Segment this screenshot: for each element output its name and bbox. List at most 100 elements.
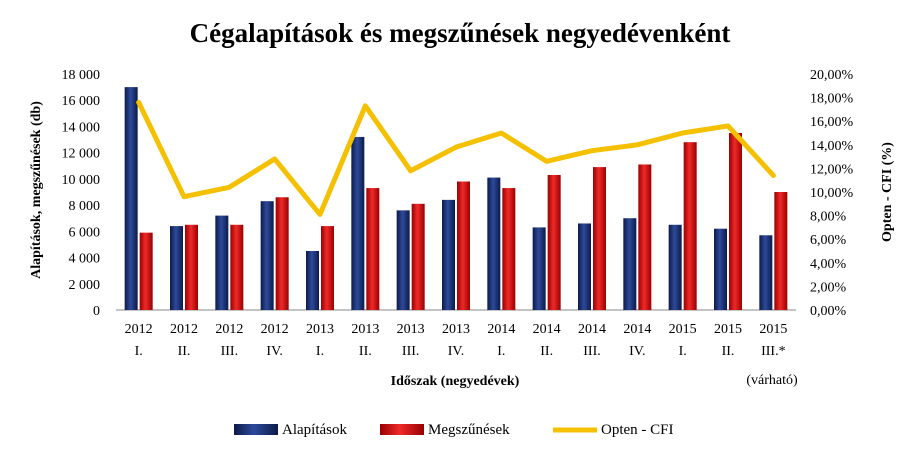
bar-megszunesek <box>729 133 742 310</box>
x-tick-quarter: IV. <box>266 344 282 359</box>
x-tick-quarter: IV. <box>448 344 464 359</box>
y-tick-label: 12 000 <box>62 147 101 162</box>
legend-label-alapitasok: Alapítások <box>282 422 347 438</box>
y-tick-label: 14 000 <box>62 120 101 135</box>
y2-tick-label: 20,00% <box>810 68 854 83</box>
bar-megszunesek <box>230 224 244 310</box>
bars-layer <box>124 87 788 310</box>
bar-alapitasok <box>487 177 501 310</box>
x-tick-quarter: III.* <box>761 344 786 359</box>
x-tick-year: 2012 <box>170 322 198 337</box>
x-tick-year: 2014 <box>623 322 651 337</box>
y-axis-left: 0 2 000 4 000 6 000 8 000 10 000 12 000 14 000 1… <box>62 68 101 319</box>
x-tick-quarter: III. <box>221 344 239 359</box>
legend-item-opten-cfi: Opten - CFI <box>553 422 674 438</box>
bar-megszunesek <box>774 192 788 310</box>
bar-alapitasok <box>215 215 229 310</box>
plot-area <box>116 87 796 311</box>
x-tick-year: 2013 <box>397 322 425 337</box>
legend-label-opten-cfi: Opten - CFI <box>601 422 674 438</box>
x-tick-quarter: I. <box>679 344 687 359</box>
bar-alapitasok <box>170 226 183 310</box>
bar-alapitasok <box>532 227 546 310</box>
x-tick-quarter: III. <box>583 344 601 359</box>
x-tick-year: 2015 <box>714 322 742 337</box>
y-axis-label: Alapítások, megszűnések (db) <box>29 101 44 279</box>
x-tick-year: 2013 <box>442 322 470 337</box>
y2-tick-label: 16,00% <box>810 115 854 130</box>
line-layer <box>136 99 776 217</box>
bar-alapitasok <box>623 218 637 310</box>
x-tick-year: 2014 <box>578 322 606 337</box>
legend-item-alapitasok: Alapítások <box>234 422 347 438</box>
bar-alapitasok <box>578 223 591 310</box>
x-tick-quarter: II. <box>722 344 735 359</box>
legend-label-megszunesek: Megszűnések <box>428 422 510 438</box>
bar-megszunesek <box>683 142 697 310</box>
y-tick-label: 4 000 <box>69 252 101 267</box>
bar-megszunesek <box>366 188 380 310</box>
y2-tick-label: 18,00% <box>810 92 854 107</box>
x-tick-year: 2012 <box>125 322 153 337</box>
x-tick-quarter: II. <box>178 344 191 359</box>
bar-alapitasok <box>714 228 727 310</box>
y2-tick-label: 8,00% <box>810 210 847 225</box>
y-tick-label: 16 000 <box>62 94 101 109</box>
legend: Alapítások Megszűnések Opten - CFI <box>234 422 674 438</box>
y2-tick-label: 12,00% <box>810 162 854 177</box>
bar-alapitasok <box>124 87 138 310</box>
bar-megszunesek <box>321 226 334 310</box>
legend-swatch-alapitasok <box>234 424 278 435</box>
x-tick-quarter: II. <box>540 344 553 359</box>
y-tick-label: 18 000 <box>62 68 101 83</box>
y-tick-label: 6 000 <box>69 225 101 240</box>
x-tick-year: 2013 <box>351 322 379 337</box>
bar-alapitasok <box>668 224 682 310</box>
bar-alapitasok <box>396 210 410 310</box>
y-tick-label: 0 <box>93 304 100 319</box>
bar-megszunesek <box>502 188 516 310</box>
bar-alapitasok <box>260 201 274 310</box>
legend-item-megszunesek: Megszűnések <box>380 422 510 438</box>
bar-megszunesek <box>185 224 198 310</box>
x-tick-quarter: III. <box>402 344 420 359</box>
bar-megszunesek <box>457 181 470 310</box>
legend-swatch-megszunesek <box>380 424 424 435</box>
chart-title: Cégalapítások és megszűnések negyedévenk… <box>190 18 731 48</box>
x-axis: 2012 I. 2012 II. 2012 III. 2012 IV. 2013 I. 2013 II… <box>125 322 788 359</box>
y-tick-label: 8 000 <box>69 199 101 214</box>
bar-megszunesek <box>139 232 153 310</box>
x-tick-year: 2012 <box>215 322 243 337</box>
bar-megszunesek <box>593 167 606 310</box>
bar-alapitasok <box>759 235 773 310</box>
y-tick-label: 10 000 <box>62 173 101 188</box>
x-tick-quarter: I. <box>497 344 505 359</box>
y2-tick-label: 14,00% <box>810 139 854 154</box>
y2-axis-label: Opten - CFI (%) <box>880 142 895 242</box>
y-axis-right: 0,00% 2,00% 4,00% 6,00% 8,00% 10,00% 12,00% 14,… <box>810 68 854 319</box>
bar-alapitasok <box>442 199 455 310</box>
y2-tick-label: 10,00% <box>810 186 854 201</box>
line-opten-cfi <box>136 99 776 217</box>
x-tick-quarter: I. <box>316 344 324 359</box>
x-axis-label: Időszak (negyedévek) <box>391 374 520 389</box>
y-tick-label: 2 000 <box>69 278 101 293</box>
bar-megszunesek <box>547 174 561 310</box>
x-tick-quarter: IV. <box>629 344 645 359</box>
x-tick-quarter: II. <box>359 344 372 359</box>
y2-tick-label: 0,00% <box>810 304 847 319</box>
x-tick-year: 2015 <box>759 322 787 337</box>
x-tick-year: 2014 <box>487 322 515 337</box>
x-footnote: (várható) <box>746 373 798 388</box>
x-tick-quarter: I. <box>135 344 143 359</box>
x-tick-year: 2012 <box>261 322 289 337</box>
bar-megszunesek <box>411 203 425 310</box>
y2-tick-label: 2,00% <box>810 280 847 295</box>
bar-megszunesek <box>275 197 289 310</box>
bar-alapitasok <box>306 251 319 310</box>
bar-alapitasok <box>351 136 365 310</box>
bar-megszunesek <box>638 164 652 310</box>
x-tick-year: 2014 <box>533 322 561 337</box>
x-tick-year: 2015 <box>669 322 697 337</box>
